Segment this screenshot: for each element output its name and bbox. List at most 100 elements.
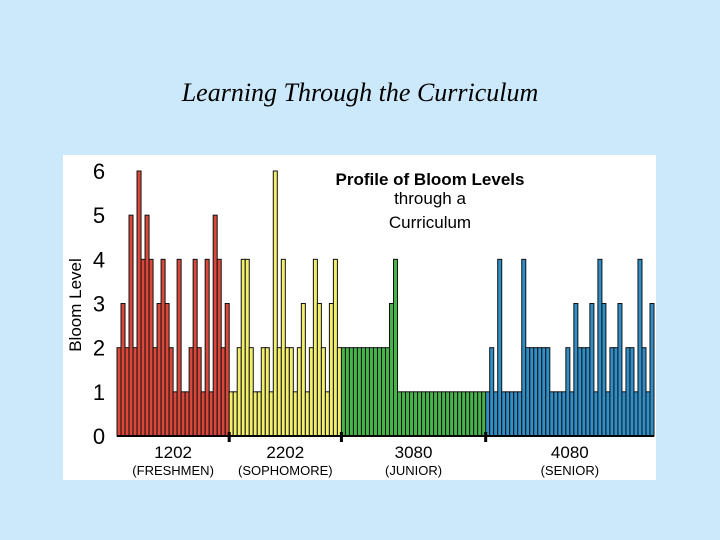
bar: [240, 258, 246, 437]
course-number-label: 3080: [395, 443, 433, 462]
bar: [356, 347, 362, 437]
bar: [413, 391, 419, 437]
bar: [304, 391, 310, 437]
bar: [352, 347, 358, 437]
bar: [621, 391, 627, 437]
bar: [545, 347, 551, 437]
bar: [497, 258, 503, 437]
bar: [521, 258, 527, 437]
bar: [637, 258, 643, 437]
bar: [625, 347, 631, 437]
class-year-label: (FRESHMEN): [132, 463, 214, 478]
bar: [244, 258, 250, 437]
y-tick-label: 1: [93, 380, 105, 405]
bar: [216, 258, 222, 437]
bar: [533, 347, 539, 437]
bar: [465, 391, 471, 437]
bar: [152, 347, 158, 437]
y-tick-label: 4: [93, 247, 105, 272]
bar: [421, 391, 427, 437]
bar: [276, 347, 282, 437]
bar: [200, 391, 206, 437]
bar: [156, 303, 162, 437]
bar: [284, 347, 290, 437]
chart-title: Profile of Bloom Levels: [336, 170, 525, 189]
bar: [385, 347, 391, 437]
bar: [188, 347, 194, 437]
bar: [176, 258, 182, 437]
y-tick-label: 5: [93, 203, 105, 228]
y-tick-label: 3: [93, 292, 105, 317]
bar: [613, 347, 619, 437]
bar: [457, 391, 463, 437]
bar: [565, 347, 571, 437]
bar: [569, 391, 575, 437]
bar: [553, 391, 559, 437]
bar: [581, 347, 587, 437]
bar: [272, 170, 278, 437]
bars-group: [116, 170, 655, 437]
bar: [360, 347, 366, 437]
bar: [593, 391, 599, 437]
bar: [609, 347, 615, 437]
bar: [260, 347, 266, 437]
bar: [449, 391, 455, 437]
bar: [248, 347, 254, 437]
bar: [477, 391, 483, 437]
class-year-label: (SENIOR): [541, 463, 600, 478]
bar: [405, 391, 411, 437]
bar: [601, 303, 607, 437]
bar: [268, 391, 274, 437]
bar: [184, 391, 190, 437]
bar: [116, 347, 122, 437]
bar: [288, 347, 294, 437]
chart-subtitle-line-1: through a: [394, 189, 466, 208]
y-tick-label: 6: [93, 159, 105, 184]
bar: [513, 391, 519, 437]
y-tick-label: 0: [93, 424, 105, 449]
bar: [417, 391, 423, 437]
bar: [453, 391, 459, 437]
bar: [577, 347, 583, 437]
slide-title: Learning Through the Curriculum: [181, 78, 539, 107]
bar: [280, 258, 286, 437]
bar: [380, 347, 386, 437]
bar: [320, 347, 326, 437]
bar: [172, 391, 178, 437]
chart-subtitle-line-2: Curriculum: [389, 213, 471, 232]
bar: [148, 258, 154, 437]
bar: [136, 170, 142, 437]
bar: [441, 391, 447, 437]
bar: [561, 391, 567, 437]
y-axis-label: Bloom Level: [66, 258, 85, 352]
bar: [641, 347, 647, 437]
bar: [340, 347, 346, 437]
bar: [629, 347, 635, 437]
bar: [332, 258, 338, 437]
bar: [433, 391, 439, 437]
bar: [296, 347, 302, 437]
bar: [228, 391, 234, 437]
bar: [328, 303, 334, 437]
bar: [300, 303, 306, 437]
bar: [364, 347, 370, 437]
bar: [525, 347, 531, 437]
bar: [144, 214, 150, 437]
bar: [489, 347, 495, 437]
bar: [224, 303, 230, 437]
bar: [573, 303, 579, 437]
bar: [256, 391, 262, 437]
bar: [649, 303, 655, 437]
bar: [312, 258, 318, 437]
bar: [597, 258, 603, 437]
bar: [128, 214, 134, 437]
bar: [557, 391, 563, 437]
bar: [493, 391, 499, 437]
bar: [393, 258, 399, 437]
bar: [324, 391, 330, 437]
bar: [180, 391, 186, 437]
bar: [401, 391, 407, 437]
bar: [409, 391, 415, 437]
bar: [537, 347, 543, 437]
bar: [120, 303, 126, 437]
